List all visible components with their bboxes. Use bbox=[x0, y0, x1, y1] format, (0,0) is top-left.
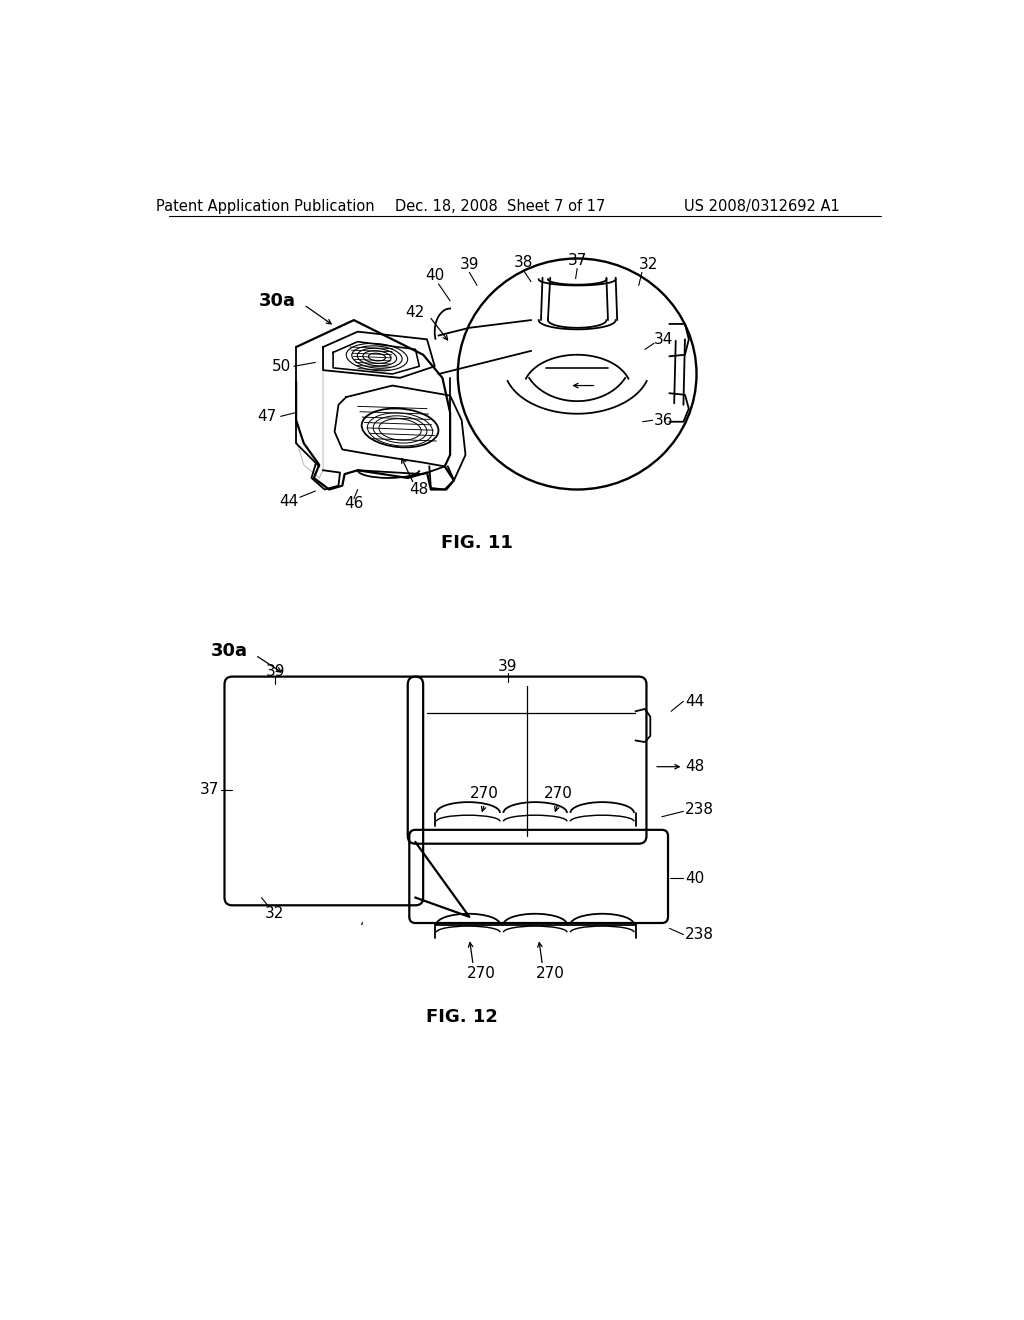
Text: 42: 42 bbox=[406, 305, 425, 319]
Text: 48: 48 bbox=[685, 759, 705, 775]
Text: 37: 37 bbox=[567, 253, 587, 268]
Text: 46: 46 bbox=[344, 496, 364, 511]
Text: FIG. 12: FIG. 12 bbox=[426, 1008, 498, 1026]
Text: ‘: ‘ bbox=[359, 921, 364, 936]
Text: 30a: 30a bbox=[211, 643, 248, 660]
Text: 48: 48 bbox=[410, 482, 429, 498]
Text: 37: 37 bbox=[200, 783, 219, 797]
Text: 47: 47 bbox=[258, 409, 276, 424]
Text: 270: 270 bbox=[536, 965, 564, 981]
Text: 50: 50 bbox=[271, 359, 291, 374]
Text: 30a: 30a bbox=[259, 292, 296, 310]
Text: 32: 32 bbox=[265, 906, 285, 920]
Text: 270: 270 bbox=[544, 787, 572, 801]
Text: FIG. 11: FIG. 11 bbox=[441, 535, 513, 552]
Text: 39: 39 bbox=[460, 257, 479, 272]
Text: 44: 44 bbox=[280, 494, 298, 508]
Text: 34: 34 bbox=[654, 331, 674, 347]
Text: 40: 40 bbox=[425, 268, 444, 282]
Text: 32: 32 bbox=[639, 257, 658, 272]
Text: 238: 238 bbox=[685, 927, 714, 942]
Text: 39: 39 bbox=[265, 664, 285, 678]
Text: 40: 40 bbox=[685, 871, 705, 886]
Text: 39: 39 bbox=[498, 659, 517, 675]
Text: 44: 44 bbox=[685, 694, 705, 709]
Text: 270: 270 bbox=[470, 787, 499, 801]
Text: 36: 36 bbox=[654, 413, 674, 428]
Text: Patent Application Publication: Patent Application Publication bbox=[156, 198, 375, 214]
Text: 238: 238 bbox=[685, 801, 714, 817]
Text: 38: 38 bbox=[514, 255, 532, 269]
Text: US 2008/0312692 A1: US 2008/0312692 A1 bbox=[684, 198, 840, 214]
Text: 270: 270 bbox=[467, 965, 496, 981]
Text: Dec. 18, 2008  Sheet 7 of 17: Dec. 18, 2008 Sheet 7 of 17 bbox=[395, 198, 605, 214]
